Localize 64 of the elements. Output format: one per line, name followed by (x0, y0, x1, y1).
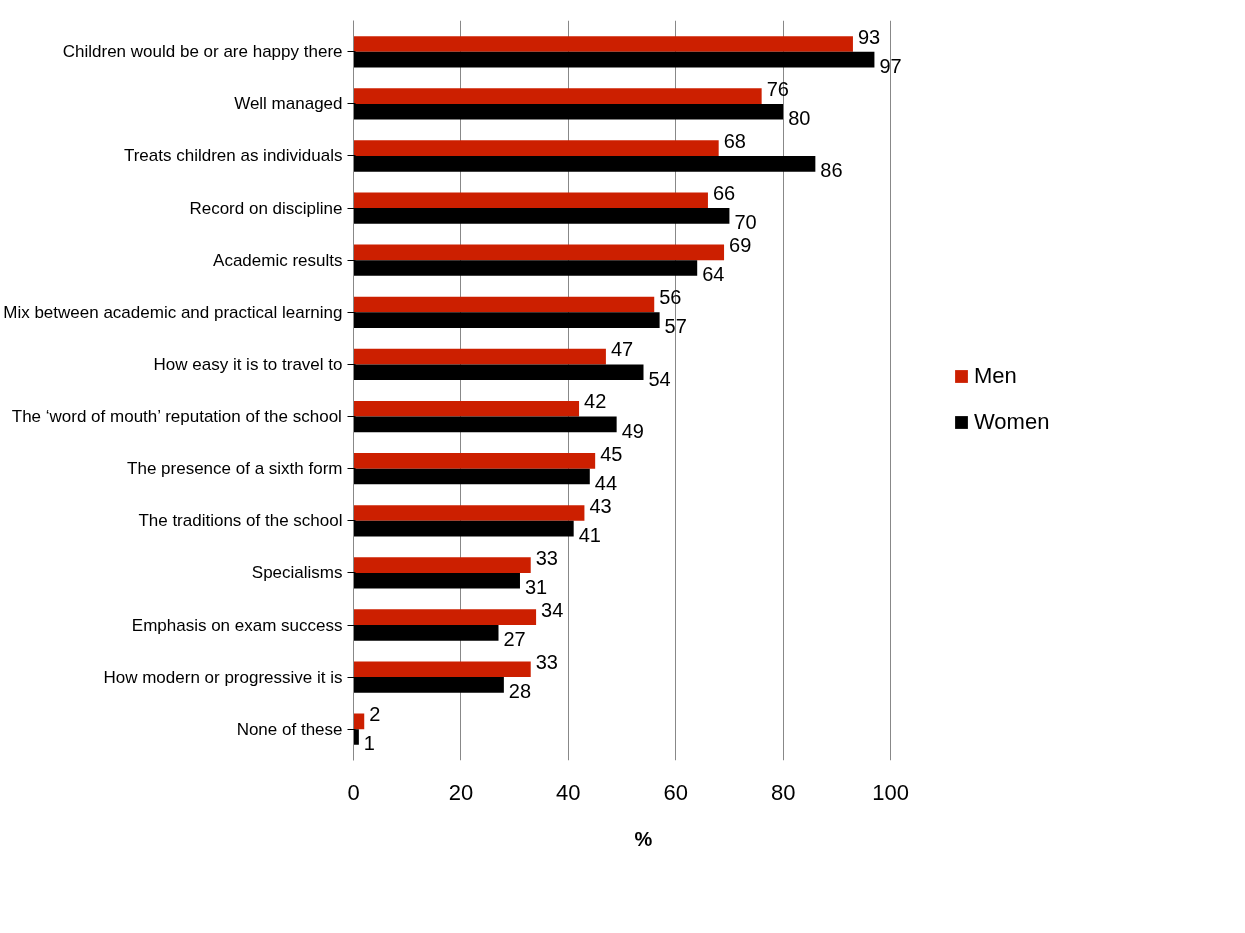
x-tick-label: 40 (556, 779, 581, 805)
bar (353, 36, 853, 52)
data-label: 41 (578, 523, 601, 546)
data-label: 33 (535, 546, 558, 569)
data-label: 1 (363, 732, 375, 755)
y-tick-label: None of these (236, 719, 343, 739)
x-tick-label: 0 (347, 779, 360, 805)
data-label: 80 (788, 106, 811, 129)
x-axis-title: % (634, 827, 653, 850)
y-tick-label: Record on discipline (189, 198, 343, 218)
bar (353, 296, 655, 313)
data-label: 64 (702, 263, 725, 286)
data-label: 97 (879, 54, 902, 77)
data-label: 70 (734, 211, 757, 234)
data-label: 56 (659, 286, 682, 309)
data-label: 66 (712, 181, 736, 204)
bar (353, 557, 531, 573)
y-tick-label: How modern or progressive it is (103, 667, 343, 687)
data-label: 43 (589, 494, 612, 517)
y-tick-label: How easy it is to travel to (153, 354, 343, 374)
bar (353, 244, 725, 261)
data-label: 54 (648, 367, 671, 390)
y-tick-label: Well managed (234, 94, 343, 114)
bar (353, 88, 762, 104)
data-label: 76 (766, 77, 789, 100)
x-tick-label: 100 (872, 779, 909, 805)
y-tick-label: Specialisms (251, 563, 343, 583)
data-label: 49 (621, 419, 644, 442)
y-tick-label: Mix between academic and practical learning (3, 302, 343, 322)
data-label: 47 (610, 338, 634, 361)
data-label: 31 (524, 575, 548, 598)
bar (353, 400, 580, 417)
data-label: 44 (594, 471, 618, 494)
data-label: 28 (508, 680, 532, 703)
bar (353, 661, 531, 678)
x-tick-label: 20 (448, 779, 474, 805)
data-label: 2 (369, 703, 381, 726)
data-label: 68 (723, 129, 746, 152)
data-label: 33 (535, 651, 558, 674)
data-label: 42 (584, 390, 607, 413)
legend-label: Women (974, 409, 1050, 435)
data-label: 86 (820, 159, 843, 182)
y-tick-label: The presence of a sixth form (127, 459, 343, 479)
bar (353, 453, 596, 469)
x-tick-label: 80 (770, 779, 796, 805)
bar (353, 609, 537, 626)
data-label: 93 (857, 25, 881, 48)
data-label: 27 (503, 628, 526, 651)
data-label: 34 (541, 598, 564, 621)
legend-label: Men (974, 363, 1017, 389)
bar (353, 140, 719, 156)
data-label: 57 (664, 315, 687, 338)
y-tick-label: Children would be or are happy there (62, 42, 343, 62)
data-label: 69 (729, 234, 752, 257)
bar (353, 505, 585, 521)
y-tick-label: Emphasis on exam success (131, 615, 343, 635)
x-tick-label: 60 (663, 779, 688, 805)
y-tick-label: The ‘word of mouth’ reputation of the school (11, 407, 342, 427)
y-tick-label: Academic results (213, 250, 343, 270)
y-tick-label: Treats children as individuals (123, 146, 343, 166)
data-label: 45 (600, 442, 623, 465)
y-tick-label: The traditions of the school (138, 511, 343, 531)
bar (353, 348, 606, 365)
bar (353, 192, 708, 209)
